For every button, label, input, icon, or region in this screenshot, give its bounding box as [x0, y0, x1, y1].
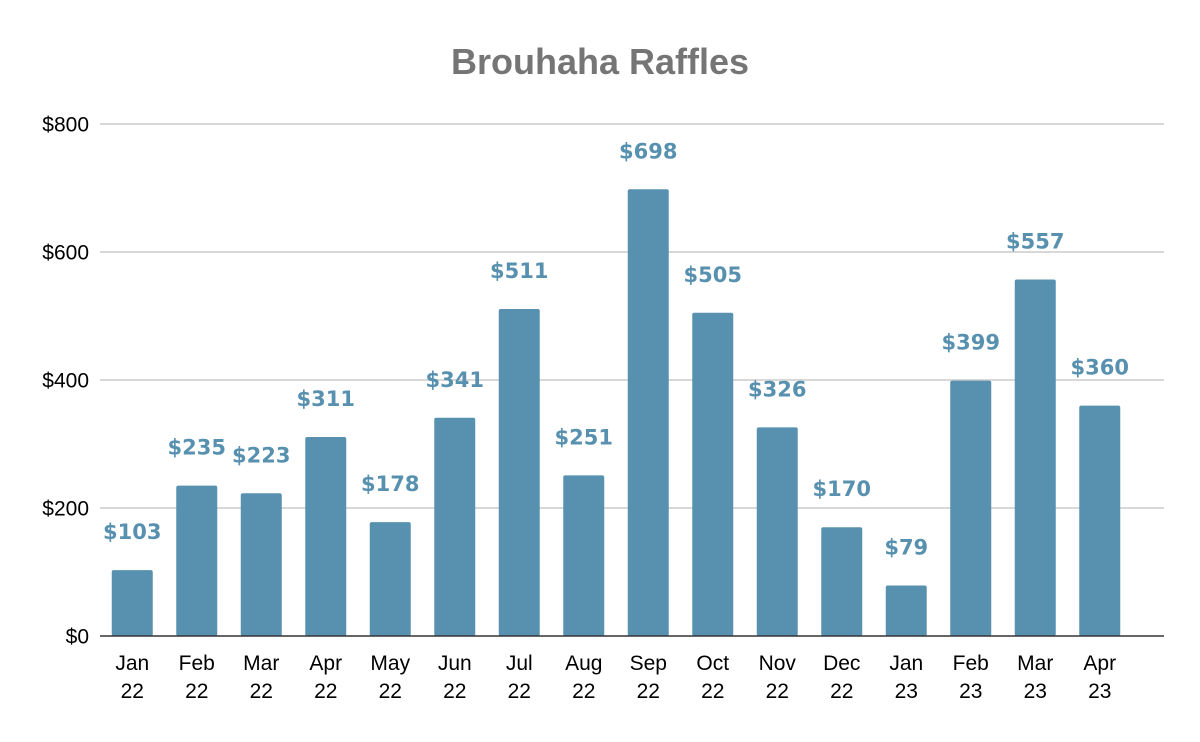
- x-tick-label-month: Nov: [759, 652, 797, 675]
- data-labels: $103 $235 $223 $311 $178 $341 $511 $251 $698 $505…: [103, 139, 1129, 559]
- data-label: $79: [884, 535, 928, 559]
- bar: [950, 380, 992, 636]
- data-label: $511: [490, 259, 548, 283]
- data-label: $178: [361, 472, 419, 496]
- x-tick-label-year: 22: [379, 680, 402, 703]
- x-tick-label-month: Dec: [823, 652, 860, 675]
- x-tick-label-month: Jan: [115, 652, 149, 675]
- bar: [176, 485, 218, 636]
- x-tick-label-year: 23: [1024, 680, 1047, 703]
- chart-title: Brouhaha Raffles: [451, 41, 749, 82]
- x-tick-label-month: Oct: [696, 652, 729, 675]
- bar: [756, 427, 798, 636]
- x-tick-label-year: 22: [121, 680, 144, 703]
- data-label: $170: [813, 477, 871, 501]
- data-label: $103: [103, 520, 161, 544]
- x-tick-label-year: 22: [830, 680, 853, 703]
- x-tick-label-month: Sep: [630, 652, 667, 675]
- bars: [111, 189, 1121, 636]
- x-tick-label-year: 23: [895, 680, 918, 703]
- bar: [692, 312, 734, 636]
- x-tick-label-month: Mar: [243, 652, 279, 675]
- x-axis-labels: Jan 22 Feb 22 Mar 22 Apr 22 May 22 Jun 22 Jul 22 Aug 22…: [115, 652, 1116, 703]
- x-tick-label-year: 22: [766, 680, 789, 703]
- bar: [563, 475, 605, 636]
- x-tick-label-year: 22: [701, 680, 724, 703]
- data-label: $698: [619, 139, 677, 163]
- data-label: $235: [168, 436, 226, 460]
- bar: [498, 308, 540, 636]
- data-label: $557: [1006, 230, 1064, 254]
- x-tick-label-year: 22: [185, 680, 208, 703]
- data-label: $341: [426, 368, 484, 392]
- x-tick-label-year: 22: [314, 680, 337, 703]
- x-tick-label-year: 22: [572, 680, 595, 703]
- bar: [305, 436, 347, 636]
- x-tick-label-month: Jun: [438, 652, 472, 675]
- bar: [1014, 279, 1056, 636]
- x-tick-label-year: 22: [637, 680, 660, 703]
- x-tick-label-year: 23: [1088, 680, 1111, 703]
- x-tick-label-year: 22: [443, 680, 466, 703]
- bar: [111, 570, 153, 636]
- x-tick-label-month: May: [370, 652, 410, 675]
- bar: [821, 527, 863, 636]
- y-axis-labels: $0 $200 $400 $600 $800: [42, 114, 89, 649]
- x-tick-label-month: Mar: [1017, 652, 1053, 675]
- x-tick-label-year: 22: [250, 680, 273, 703]
- data-label: $399: [942, 331, 1000, 355]
- y-tick-label: $400: [42, 370, 89, 393]
- x-tick-label-month: Jul: [506, 652, 533, 675]
- x-tick-label-month: Aug: [565, 652, 602, 675]
- y-tick-label: $800: [42, 114, 89, 137]
- x-tick-label-month: Apr: [309, 652, 342, 675]
- data-label: $505: [684, 263, 742, 287]
- x-tick-label-year: 22: [508, 680, 531, 703]
- bar: [885, 585, 927, 636]
- data-label: $223: [232, 443, 290, 467]
- data-label: $326: [748, 377, 806, 401]
- data-label: $311: [297, 387, 355, 411]
- y-tick-label: $600: [42, 242, 89, 265]
- x-tick-label-month: Jan: [889, 652, 923, 675]
- y-tick-label: $200: [42, 498, 89, 521]
- data-label: $251: [555, 425, 613, 449]
- bar: [1079, 405, 1121, 636]
- data-label: $360: [1071, 356, 1129, 380]
- y-tick-label: $0: [66, 626, 89, 649]
- x-tick-label-month: Feb: [953, 652, 989, 675]
- bar: [627, 189, 669, 636]
- bar: [369, 522, 411, 636]
- bar: [240, 493, 282, 636]
- x-tick-label-month: Apr: [1083, 652, 1116, 675]
- x-tick-label-month: Feb: [179, 652, 215, 675]
- x-tick-label-year: 23: [959, 680, 982, 703]
- bar: [434, 417, 476, 636]
